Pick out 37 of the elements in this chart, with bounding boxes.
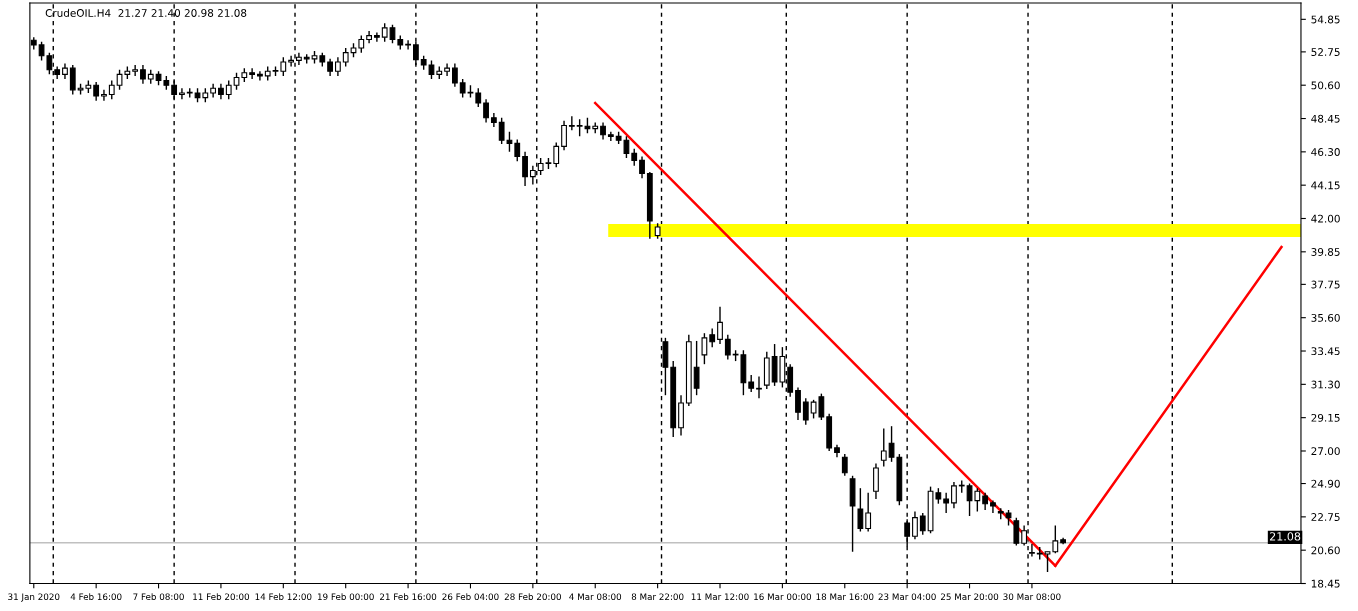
y-tick-label: 44.15 (1311, 181, 1340, 190)
y-tick-label: 29.15 (1311, 413, 1340, 422)
y-tick-label: 27.00 (1311, 447, 1340, 456)
x-tick-label: 21 Feb 16:00 (380, 593, 437, 600)
x-tick-label: 31 Jan 2020 (8, 593, 60, 602)
chart-title: CrudeOIL.H4 21.27 21.40 20.98 21.08 (45, 8, 247, 17)
x-tick-label: 4 Mar 08:00 (569, 593, 622, 600)
x-tick-label: 8 Mar 22:00 (631, 593, 684, 600)
y-tick-label: 54.85 (1311, 15, 1340, 24)
x-tick-label: 26 Feb 04:00 (442, 593, 499, 600)
y-tick-label: 35.60 (1311, 313, 1340, 322)
y-tick-label: 31.30 (1311, 380, 1340, 389)
y-tick-label: 37.75 (1311, 280, 1340, 289)
x-tick-label: 4 Feb 16:00 (70, 593, 122, 600)
y-tick-label: 39.85 (1311, 248, 1340, 256)
x-tick-label: 11 Mar 12:00 (691, 593, 749, 600)
y-tick-label: 33.45 (1311, 347, 1340, 356)
x-tick-label: 28 Feb 20:00 (504, 593, 561, 600)
y-tick-label: 18.45 (1311, 579, 1340, 588)
ref-line-label: 21.08 (1269, 532, 1301, 541)
x-tick-label: 14 Feb 12:00 (255, 593, 312, 600)
x-tick-label: 11 Feb 20:00 (193, 593, 250, 600)
y-tick-label: 52.75 (1311, 48, 1340, 56)
x-tick-label: 18 Mar 16:00 (816, 593, 874, 600)
y-tick-label: 22.75 (1311, 513, 1340, 521)
x-tick-label: 25 Mar 20:00 (940, 593, 999, 600)
y-tick-label: 42.00 (1311, 214, 1340, 223)
x-tick-label: 16 Mar 00:00 (754, 593, 812, 600)
y-tick-label: 46.30 (1311, 148, 1340, 156)
y-tick-label: 50.60 (1311, 81, 1340, 90)
x-tick-label: 30 Mar 08:00 (1003, 593, 1061, 600)
y-tick-label: 24.90 (1311, 479, 1340, 488)
x-tick-label: 19 Feb 00:00 (317, 593, 374, 600)
x-tick-label: 7 Feb 08:00 (133, 593, 184, 600)
x-tick-label: 23 Mar 04:00 (878, 593, 936, 600)
y-tick-label: 20.60 (1311, 546, 1340, 555)
y-tick-label: 48.45 (1311, 114, 1340, 123)
